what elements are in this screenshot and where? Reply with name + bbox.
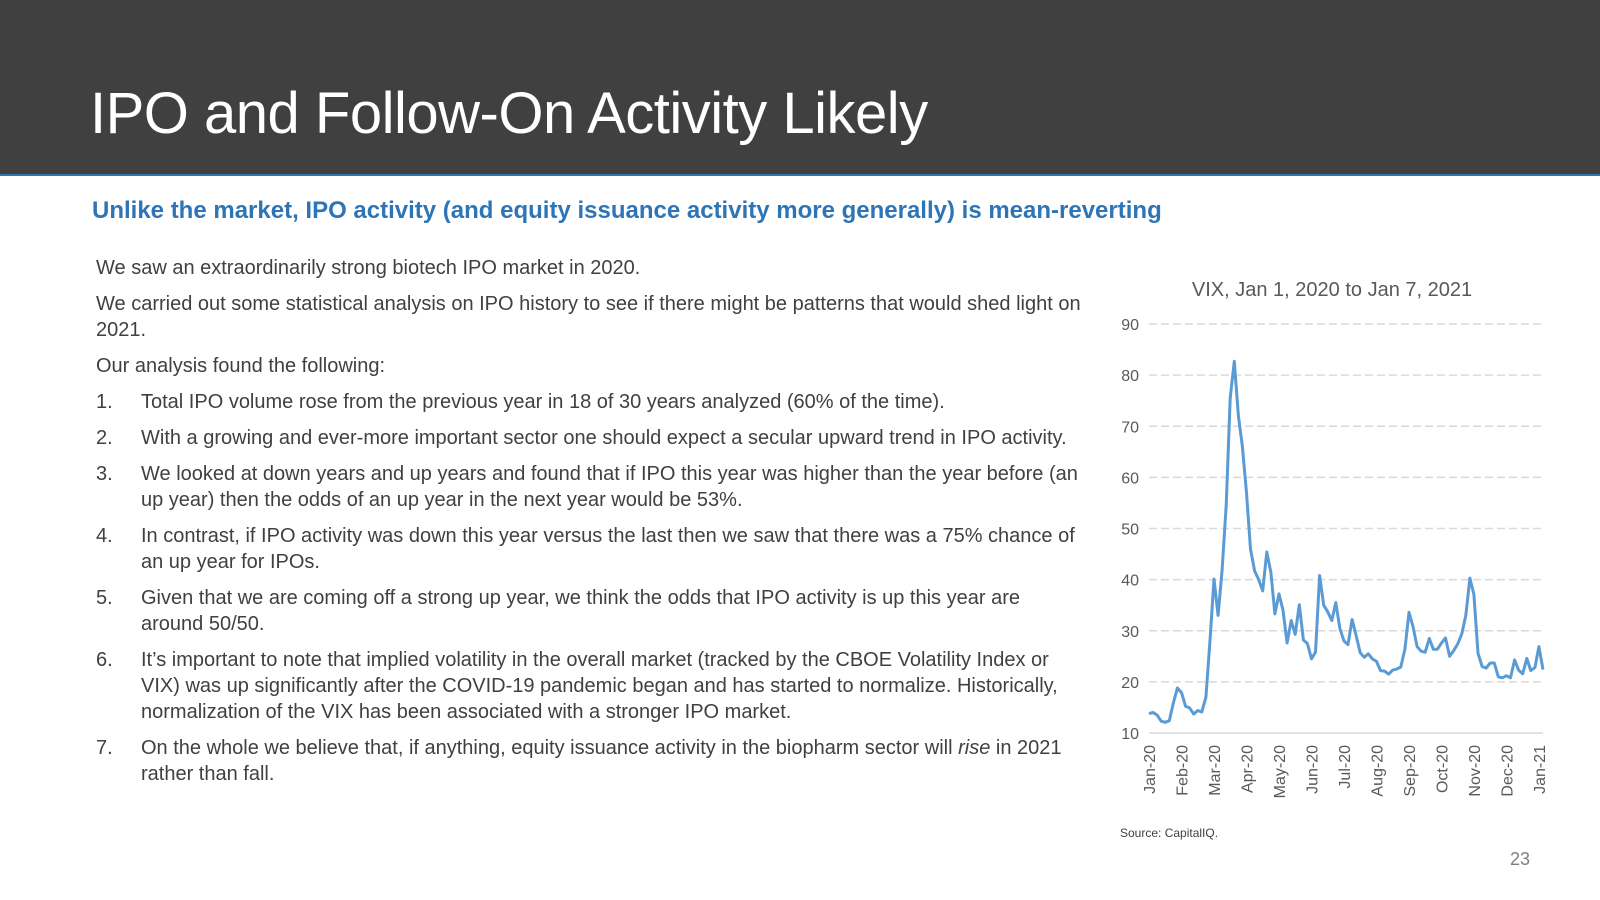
list-text: It’s important to note that implied vola… (141, 647, 1086, 725)
header-band: IPO and Follow-On Activity Likely (0, 0, 1600, 176)
list-number: 1. (96, 391, 113, 413)
vix-line (1148, 359, 1545, 724)
text-run: Total IPO volume rose from the previous … (141, 391, 945, 413)
text-run: We looked at down years and up years and… (141, 463, 1078, 511)
text-run: With a growing and ever-more important s… (141, 427, 1067, 449)
list-text: Total IPO volume rose from the previous … (141, 389, 945, 415)
list-item: 5. Given that we are coming off a strong … (96, 585, 1086, 637)
x-tick-label: May-20 (1272, 745, 1289, 798)
body-text: We saw an extraordinarily strong biotech… (96, 255, 1086, 797)
list-number: 4. (96, 525, 113, 547)
y-tick-label: 70 (1121, 419, 1139, 436)
x-tick-label: Aug-20 (1369, 745, 1386, 797)
list-text: Given that we are coming off a strong up… (141, 585, 1086, 637)
source-note: Source: CapitalIQ. (1120, 826, 1219, 840)
page-number: 23 (1510, 849, 1531, 869)
x-tick-label: Jun-20 (1304, 745, 1321, 794)
x-tick-label: Jan-20 (1142, 745, 1159, 794)
list-item: 1. Total IPO volume rose from the previou… (96, 389, 1086, 415)
x-tick-label: Apr-20 (1239, 745, 1256, 793)
text-run: In contrast, if IPO activity was down th… (141, 525, 1075, 573)
x-tick-label: Dec-20 (1499, 745, 1516, 797)
subtitle: Unlike the market, IPO activity (and equ… (92, 197, 1162, 224)
paragraph: We saw an extraordinarily strong biotech… (96, 257, 641, 279)
x-tick-label: Nov-20 (1467, 745, 1484, 797)
list-text: On the whole we believe that, if anythin… (141, 735, 1086, 787)
list-item: 7. On the whole we believe that, if anyth… (96, 735, 1086, 787)
x-tick-label: Feb-20 (1174, 745, 1191, 796)
x-tick-label: Jul-20 (1337, 745, 1354, 789)
y-tick-label: 90 (1121, 317, 1139, 334)
x-tick-label: Oct-20 (1434, 745, 1451, 793)
list-number: 6. (96, 649, 113, 671)
paragraph: We carried out some statistical analysis… (96, 293, 1081, 341)
list-text: With a growing and ever-more important s… (141, 425, 1067, 451)
y-tick-label: 60 (1121, 470, 1139, 487)
list-item: 2. With a growing and ever-more important… (96, 425, 1086, 451)
x-tick-label: Jan-21 (1532, 745, 1549, 794)
list-item: 4. In contrast, if IPO activity was down … (96, 523, 1086, 575)
paragraph: Our analysis found the following: (96, 355, 386, 377)
list-item: 6. It’s important to note that implied vo… (96, 647, 1086, 725)
text-run: Given that we are coming off a strong up… (141, 587, 1020, 635)
y-tick-label: 10 (1121, 726, 1139, 743)
list-number: 2. (96, 427, 113, 449)
y-tick-label: 40 (1121, 573, 1139, 590)
slide-title: IPO and Follow-On Activity Likely (90, 81, 928, 146)
x-tick-label: Mar-20 (1207, 745, 1224, 796)
text-run: rise (958, 737, 991, 759)
list-number: 7. (96, 737, 113, 759)
text-run: On the whole we believe that, if anythin… (141, 737, 959, 759)
y-tick-label: 20 (1121, 675, 1139, 692)
list-item: 3. We looked at down years and up years a… (96, 461, 1086, 513)
chart-title: VIX, Jan 1, 2020 to Jan 7, 2021 (1192, 279, 1472, 301)
y-tick-label: 50 (1121, 522, 1139, 539)
list-text: We looked at down years and up years and… (141, 461, 1086, 513)
text-run: in 2021 rather than fall. (141, 737, 1062, 785)
text-run: It’s important to note that implied vola… (141, 649, 1058, 723)
list-number: 3. (96, 463, 113, 485)
x-tick-label: Sep-20 (1402, 745, 1419, 797)
y-tick-label: 80 (1121, 368, 1139, 385)
list-number: 5. (96, 587, 113, 609)
list-text: In contrast, if IPO activity was down th… (141, 523, 1086, 575)
y-tick-label: 30 (1121, 624, 1139, 641)
